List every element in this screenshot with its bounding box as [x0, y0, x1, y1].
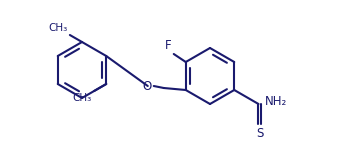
- Text: CH₃: CH₃: [73, 93, 92, 103]
- Text: S: S: [256, 127, 264, 140]
- Text: O: O: [143, 79, 152, 93]
- Text: F: F: [165, 39, 172, 52]
- Text: NH₂: NH₂: [265, 95, 287, 107]
- Text: CH₃: CH₃: [49, 23, 68, 33]
